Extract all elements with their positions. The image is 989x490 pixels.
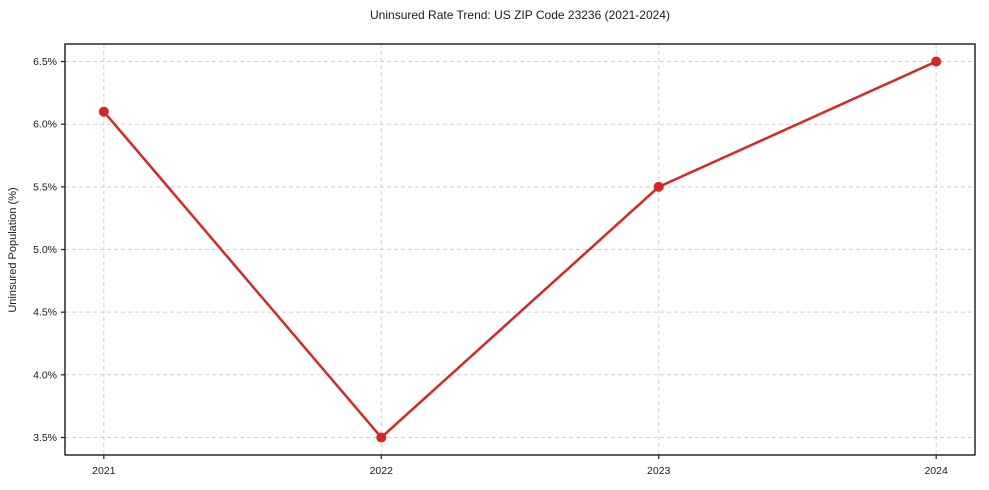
y-tick-label: 5.0% xyxy=(33,244,57,256)
data-point xyxy=(931,56,942,67)
data-point xyxy=(98,106,109,117)
y-tick-label: 4.5% xyxy=(33,307,57,319)
y-tick-label: 6.5% xyxy=(33,56,57,68)
x-tick-label: 2024 xyxy=(924,465,948,477)
y-tick-label: 5.5% xyxy=(33,181,57,193)
x-tick-label: 2021 xyxy=(92,465,116,477)
y-tick-label: 4.0% xyxy=(33,369,57,381)
data-point xyxy=(653,181,664,192)
y-tick-label: 3.5% xyxy=(33,432,57,444)
plot-border xyxy=(64,43,976,456)
chart-title: Uninsured Rate Trend: US ZIP Code 23236 … xyxy=(370,8,670,22)
y-tick-label: 6.0% xyxy=(33,119,57,131)
x-tick-label: 2023 xyxy=(647,465,671,477)
x-tick-label: 2022 xyxy=(370,465,394,477)
data-point xyxy=(376,432,387,443)
trend-line xyxy=(102,60,938,439)
